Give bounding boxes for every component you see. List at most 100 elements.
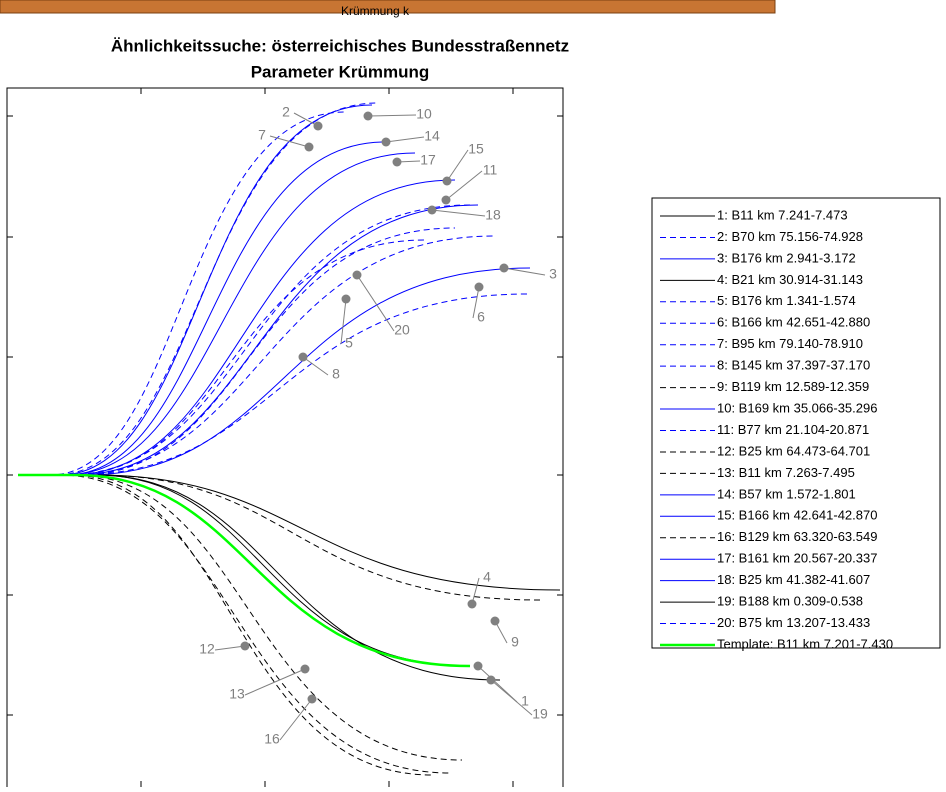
leader-line bbox=[503, 267, 546, 276]
leader-line bbox=[385, 136, 425, 143]
legend-label: 12: B25 km 64.473-64.701 bbox=[717, 443, 870, 458]
annotation-label: 3 bbox=[549, 266, 557, 282]
legend-label: 8: B145 km 37.397-37.170 bbox=[717, 358, 870, 373]
annotation-label: 13 bbox=[229, 686, 245, 702]
marker bbox=[441, 195, 451, 205]
marker bbox=[486, 675, 496, 685]
annotation-label: 5 bbox=[345, 335, 353, 351]
top-bar-label: Krümmung k bbox=[341, 4, 410, 18]
legend-label: 4: B21 km 30.914-31.143 bbox=[717, 272, 863, 287]
curve bbox=[18, 152, 416, 476]
annotation-label: 12 bbox=[199, 641, 215, 657]
marker bbox=[473, 661, 483, 671]
annotation-label: 10 bbox=[416, 106, 432, 122]
legend-label: 3: B176 km 2.941-3.172 bbox=[717, 250, 856, 265]
annotation-label: 18 bbox=[485, 207, 501, 223]
curve bbox=[18, 474, 451, 774]
curve bbox=[18, 267, 531, 476]
leader-line bbox=[367, 114, 417, 117]
leader-line bbox=[446, 149, 469, 182]
top-bar bbox=[0, 0, 776, 14]
annotation-label: 2 bbox=[282, 104, 290, 120]
marker bbox=[240, 641, 250, 651]
leader-line bbox=[244, 668, 306, 696]
marker bbox=[499, 263, 509, 273]
marker bbox=[427, 205, 437, 215]
marker bbox=[352, 270, 362, 280]
leader-line bbox=[340, 298, 347, 345]
curve bbox=[18, 293, 529, 476]
ticks bbox=[7, 88, 563, 787]
curve bbox=[18, 239, 426, 476]
curve bbox=[18, 474, 501, 681]
axes-box bbox=[6, 87, 564, 792]
leader-line bbox=[279, 698, 313, 741]
annotation-label: 6 bbox=[477, 309, 485, 325]
marker bbox=[381, 137, 391, 147]
legend-label: 13: B11 km 7.263-7.495 bbox=[717, 465, 855, 480]
title: Ähnlichkeitssuche: österreichisches Bund… bbox=[111, 36, 569, 55]
leader-line bbox=[214, 645, 246, 651]
leader-line bbox=[490, 679, 533, 716]
leader-line bbox=[445, 170, 483, 201]
title: Parameter Krümmung bbox=[251, 62, 430, 81]
curve bbox=[18, 235, 496, 476]
leader-line bbox=[472, 286, 480, 319]
legend-label: 2: B70 km 75.156-74.928 bbox=[717, 229, 863, 244]
marker bbox=[442, 176, 452, 186]
legend-label: 19: B188 km 0.309-0.538 bbox=[717, 594, 863, 609]
annotation-label: 17 bbox=[420, 152, 436, 168]
curve bbox=[18, 474, 541, 601]
marker bbox=[490, 616, 500, 626]
annotation-label: 15 bbox=[468, 141, 484, 157]
curve bbox=[18, 473, 471, 668]
marker bbox=[474, 282, 484, 292]
leader-line bbox=[431, 209, 486, 217]
curve bbox=[18, 104, 373, 476]
annotation-label: 16 bbox=[264, 731, 280, 747]
annotation-label: 11 bbox=[483, 162, 498, 178]
curve bbox=[18, 111, 346, 476]
annotation-label: 19 bbox=[532, 706, 548, 722]
marker bbox=[307, 694, 317, 704]
legend-label: 7: B95 km 79.140-78.910 bbox=[717, 336, 863, 351]
annotation-label: 20 bbox=[394, 322, 410, 338]
annotation-label: 14 bbox=[424, 128, 440, 144]
marker bbox=[313, 121, 323, 131]
annotation-label: 9 bbox=[511, 634, 519, 650]
legend-label: 6: B166 km 42.651-42.880 bbox=[717, 315, 870, 330]
legend-label: 5: B176 km 1.341-1.574 bbox=[717, 293, 856, 308]
marker bbox=[467, 599, 477, 609]
legend-label: 18: B25 km 41.382-41.607 bbox=[717, 572, 870, 587]
legend-label: 10: B169 km 35.066-35.296 bbox=[717, 400, 877, 415]
marker bbox=[392, 157, 402, 167]
legend-label: 20: B75 km 13.207-13.433 bbox=[717, 615, 870, 630]
curve bbox=[18, 141, 386, 476]
legend-label: 16: B129 km 63.320-63.549 bbox=[717, 529, 877, 544]
annotation-label: 4 bbox=[483, 569, 491, 585]
curve bbox=[18, 474, 561, 591]
curves bbox=[18, 102, 561, 776]
legend-label: 14: B57 km 1.572-1.801 bbox=[717, 486, 856, 501]
marker bbox=[341, 294, 351, 304]
curve bbox=[18, 204, 479, 476]
annotation-label: 7 bbox=[258, 127, 266, 143]
marker bbox=[300, 664, 310, 674]
marker bbox=[363, 111, 373, 121]
legend-label: 11: B77 km 21.104-20.871 bbox=[717, 422, 869, 437]
legend: 1: B11 km 7.241-7.473 2: B70 km 75.156-74… bbox=[660, 207, 893, 651]
leader-line bbox=[269, 135, 310, 148]
legend-label: 15: B166 km 42.641-42.870 bbox=[717, 508, 877, 523]
leader-line bbox=[293, 112, 319, 127]
legend-label: 1: B11 km 7.241-7.473 bbox=[717, 207, 848, 222]
leader-line bbox=[356, 274, 395, 332]
curve bbox=[18, 474, 433, 776]
annotation-label: 8 bbox=[332, 366, 340, 382]
marker bbox=[304, 142, 314, 152]
legend-label: 9: B119 km 12.589-12.359 bbox=[717, 379, 869, 394]
marker bbox=[298, 352, 308, 362]
annotation-label: 1 bbox=[521, 693, 529, 709]
legend-label: 17: B161 km 20.567-20.337 bbox=[717, 551, 877, 566]
